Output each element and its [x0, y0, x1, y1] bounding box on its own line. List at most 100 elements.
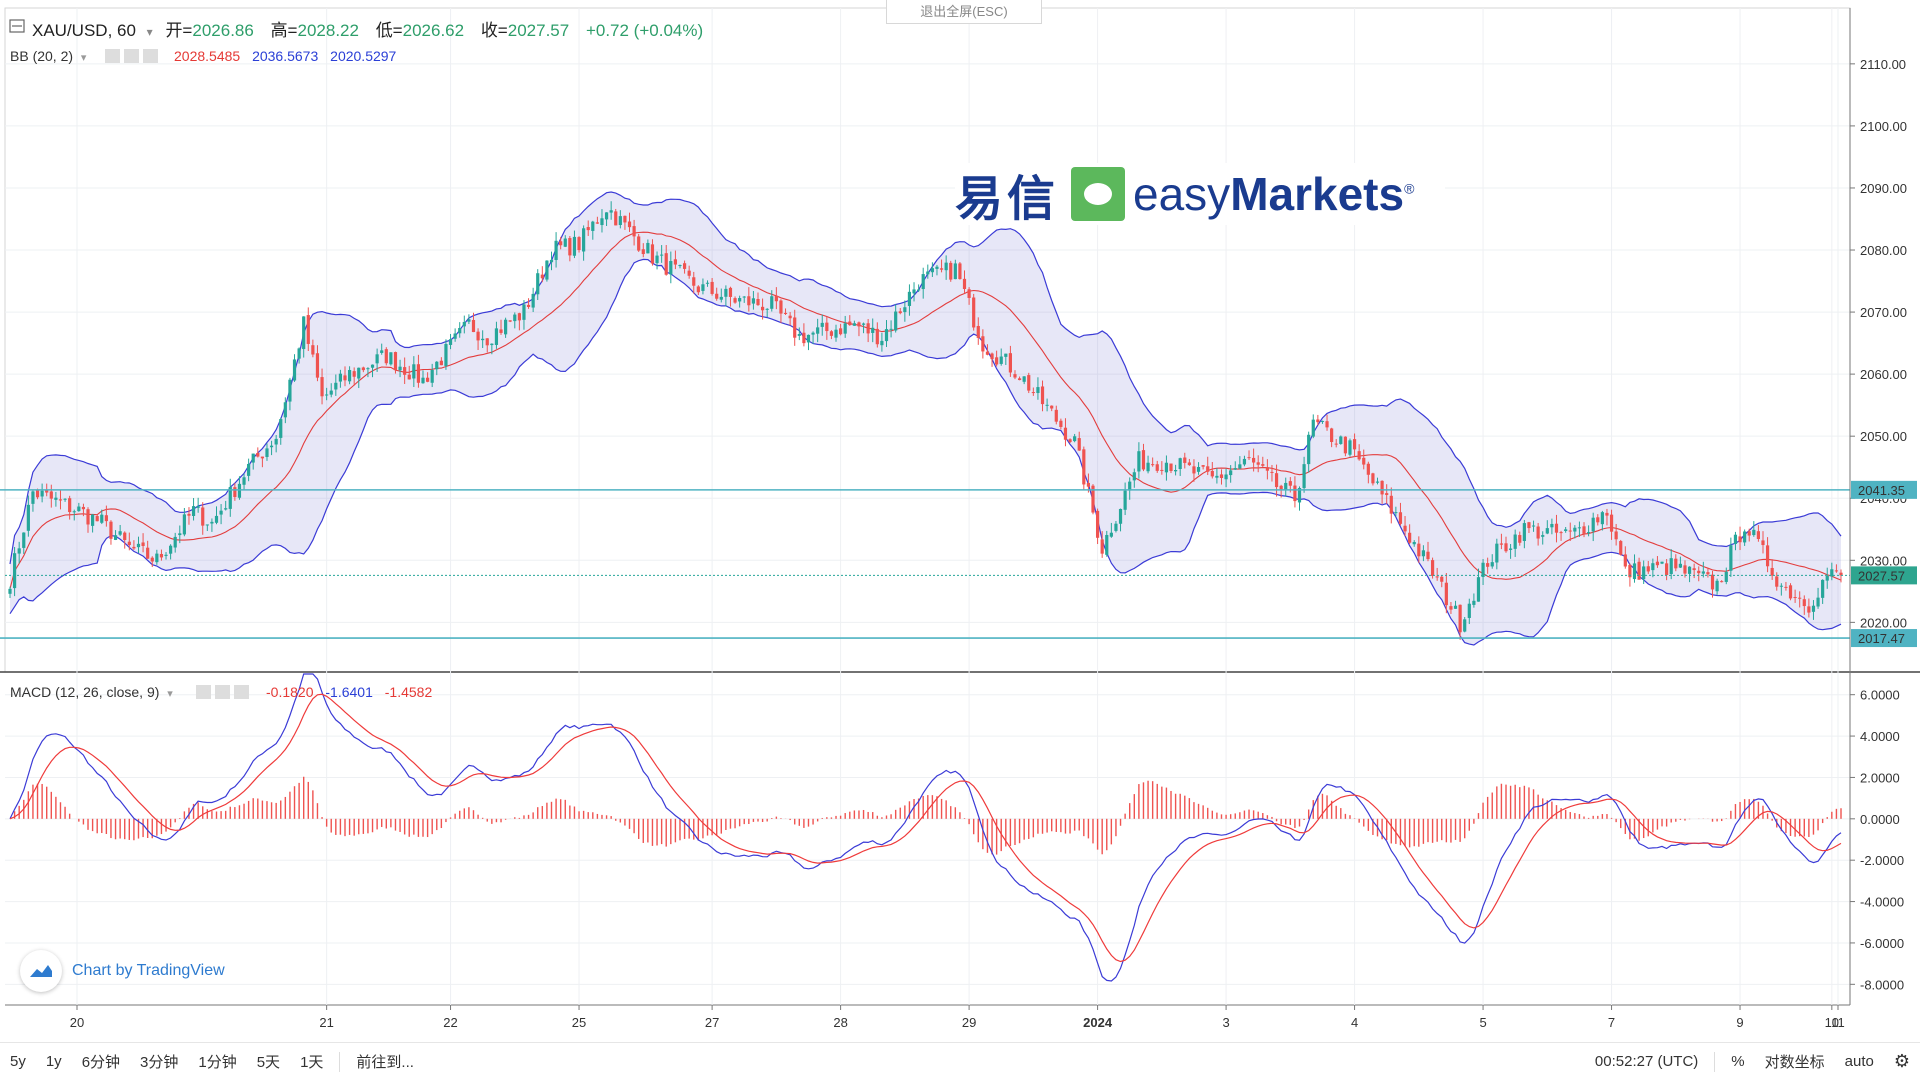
candle-body [1151, 464, 1155, 466]
candle-body [586, 227, 590, 231]
bollinger-bands [9, 191, 1842, 646]
candle-body [370, 364, 375, 368]
settings-icon[interactable] [124, 49, 139, 63]
macd-settings-icon[interactable] [215, 685, 230, 699]
candle-body [1408, 532, 1412, 543]
candle-body [1068, 439, 1072, 443]
candle-body [467, 319, 471, 322]
range-3min[interactable]: 3分钟 [140, 1054, 179, 1071]
goto-date-button[interactable]: 前往到... [356, 1054, 414, 1071]
candle-body [1449, 606, 1453, 610]
range-5y[interactable]: 5y [10, 1053, 26, 1070]
candle-body [104, 515, 108, 522]
exit-fullscreen-button[interactable]: 退出全屏(ESC) [886, 0, 1042, 24]
candle-body [196, 506, 200, 508]
macd-pane [9, 673, 1842, 982]
chart-settings-icon[interactable]: ⚙ [1893, 1051, 1910, 1071]
candle-body [1637, 561, 1641, 580]
candle-body [577, 237, 581, 251]
candle-body [81, 506, 86, 510]
candle-body [522, 304, 526, 320]
candle-body [1440, 576, 1444, 582]
candle-body [1793, 597, 1797, 599]
candle-body [178, 533, 182, 536]
candle-body [191, 506, 196, 516]
price-axis[interactable]: 2020.002030.002040.002050.002060.002070.… [1849, 8, 1917, 1005]
candle-body [1476, 577, 1481, 602]
candle-body [559, 241, 563, 246]
time-tick-label: 4 [1351, 1015, 1358, 1030]
candle-body [1022, 376, 1026, 382]
candle-body [1302, 464, 1306, 489]
bb-label: BB (20, 2) [10, 48, 73, 64]
open-value: 2026.86 [192, 21, 253, 40]
time-tick-label: 11 [1831, 1015, 1845, 1030]
high-label: 高= [271, 21, 298, 40]
eye-icon[interactable] [105, 49, 120, 63]
candle-body [1798, 597, 1802, 599]
candle-body [1531, 525, 1536, 527]
candle-body [118, 531, 122, 535]
tradingview-brand[interactable]: Chart by TradingView [20, 950, 225, 992]
candle-body [476, 331, 480, 341]
candle-body [1779, 585, 1783, 587]
candle-body [1082, 449, 1086, 485]
auto-scale-toggle[interactable]: auto [1844, 1053, 1874, 1070]
close-label: 收= [481, 21, 508, 40]
candle-body [1403, 525, 1407, 532]
candle-body [494, 328, 499, 345]
candle-body [1568, 530, 1572, 532]
candle-body [1775, 576, 1779, 587]
candle-body [1609, 514, 1614, 532]
candle-body [132, 546, 136, 549]
range-1y[interactable]: 1y [45, 1053, 62, 1070]
candle-body [696, 286, 700, 293]
candle-body [325, 394, 329, 396]
candle-body [315, 353, 320, 378]
candle-body [1811, 605, 1816, 612]
candle-body [1821, 579, 1825, 598]
candle-body [393, 352, 398, 371]
candle-body [609, 210, 613, 213]
collapse-legend-icon[interactable] [9, 19, 25, 33]
candle-body [710, 281, 714, 294]
candle-body [999, 356, 1003, 364]
macd-close-icon[interactable] [234, 685, 249, 699]
candle-body [861, 323, 866, 325]
candle-body [1665, 563, 1669, 575]
clock-utc[interactable]: 00:52:27 (UTC) [1594, 1053, 1699, 1070]
candle-body [884, 329, 889, 342]
low-label: 低= [376, 21, 403, 40]
candle-body [403, 367, 407, 375]
close-icon[interactable] [143, 49, 158, 63]
candle-body [91, 514, 95, 526]
candle-body [1720, 581, 1724, 583]
candle-body [1394, 512, 1398, 514]
candle-body [302, 316, 306, 350]
candle-body [375, 354, 379, 364]
candle-body [1320, 420, 1325, 422]
price-label: 2027.57 [1858, 568, 1905, 583]
candle-body [1701, 571, 1705, 574]
candle-body [49, 491, 53, 499]
candle-body [1678, 563, 1682, 568]
log-scale-toggle[interactable]: 对数坐标 [1764, 1054, 1825, 1071]
range-1d[interactable]: 1天 [300, 1054, 324, 1071]
macd-eye-icon[interactable] [196, 685, 211, 699]
candle-body [660, 254, 664, 256]
candle-body [981, 336, 985, 352]
range-5d[interactable]: 5天 [256, 1054, 281, 1071]
range-1min[interactable]: 1分钟 [198, 1054, 237, 1071]
candle-body [1692, 568, 1696, 571]
candle-body [820, 322, 824, 327]
candle-body [1233, 468, 1237, 470]
range-6min[interactable]: 6分钟 [81, 1054, 121, 1071]
candle-body [728, 287, 733, 297]
candle-body [412, 364, 416, 379]
candle-body [237, 483, 242, 498]
candle-body [283, 402, 287, 418]
candle-body [389, 352, 393, 365]
percent-scale-toggle[interactable]: % [1731, 1053, 1745, 1070]
candle-body [1784, 586, 1788, 588]
